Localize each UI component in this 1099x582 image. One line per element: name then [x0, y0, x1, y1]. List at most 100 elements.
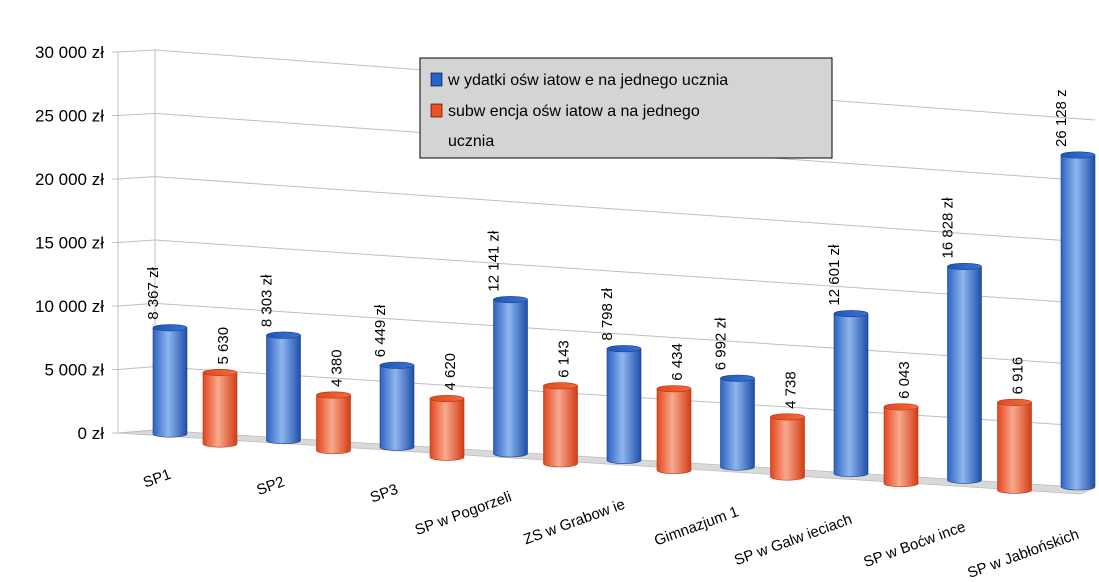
bar-top — [202, 368, 238, 376]
bar-body — [152, 327, 188, 438]
bar-body — [543, 385, 578, 468]
bar-top — [606, 345, 642, 353]
data-label: 4 620 — [442, 353, 459, 391]
y-tick-label: 20 000 zł — [35, 170, 104, 189]
y-axis: 0 zł 5 000 zł 10 000 zł 15 000 zł 20 000 zł 2… — [35, 43, 118, 443]
bar-expenses-4 — [493, 296, 528, 458]
bar-subsidy-3 — [429, 395, 465, 461]
bar-subsidy-2 — [316, 391, 351, 455]
bar-top — [656, 385, 692, 393]
data-label: 8 303 zł — [259, 274, 276, 327]
bar-top — [947, 262, 982, 270]
bar-subsidy-5 — [656, 385, 692, 474]
bar-body — [429, 398, 465, 461]
bar-body — [833, 313, 869, 478]
x-tick-label: SP w Jabłońskich — [965, 526, 1081, 582]
data-label: 6 434 — [669, 343, 686, 381]
y-tick-label: 5 000 zł — [44, 361, 104, 380]
data-label: 12 601 zł — [826, 244, 843, 306]
bar-expenses-2 — [266, 331, 301, 445]
data-label: 16 828 zł — [940, 197, 957, 259]
bar-subsidy-4 — [543, 382, 578, 468]
bar-expenses-9 — [1060, 151, 1096, 491]
gridline-side — [117, 112, 156, 116]
legend-label-subsidy-line2: ucznia — [448, 133, 494, 150]
bar-expenses-1 — [152, 324, 188, 438]
bar-body — [947, 266, 982, 484]
bar-body — [1060, 154, 1096, 491]
gridline-side — [117, 429, 156, 434]
gridline-side — [117, 49, 156, 53]
bar-top — [266, 331, 301, 339]
x-tick-label: SP1 — [141, 466, 173, 492]
x-tick-label: SP3 — [368, 481, 400, 507]
gridline-side — [117, 366, 156, 370]
x-tick-label: SP w Boćw ince — [861, 518, 968, 571]
bar-body — [316, 394, 351, 455]
bar-top — [493, 296, 528, 304]
data-label: 4 380 — [329, 349, 346, 387]
bar-top — [883, 403, 919, 411]
data-label: 6 449 zł — [372, 304, 389, 357]
bar-top — [1060, 151, 1096, 159]
bar-expenses-6 — [720, 374, 755, 471]
data-label: 6 916 — [1010, 357, 1027, 395]
gridline — [154, 302, 1096, 366]
bar-body — [202, 372, 238, 448]
bar-subsidy-6 — [770, 413, 805, 481]
bar-body — [997, 402, 1032, 494]
x-tick-label: Gimnazjum 1 — [652, 503, 741, 549]
bar-subsidy-1 — [202, 368, 238, 448]
gridline-side — [117, 302, 156, 307]
bar-top — [720, 374, 755, 382]
x-tick-label: ZS w Grabow ie — [521, 496, 627, 548]
gridline — [154, 239, 1096, 305]
bar-top — [770, 413, 805, 421]
data-label: 6 992 zł — [713, 317, 730, 370]
bar-expenses-8 — [947, 262, 982, 484]
bar-subsidy-7 — [883, 403, 919, 488]
legend-label-expenses: w ydatki ośw iatow e na jednego ucznia — [447, 72, 728, 89]
gridline — [154, 176, 1096, 244]
legend-label-subsidy-line1: subw encja ośw iatow a na jednego — [448, 103, 700, 120]
data-label: 8 798 zł — [599, 287, 616, 340]
data-label: 6 143 — [556, 340, 573, 378]
bar-body — [266, 334, 301, 445]
legend-swatch-expenses — [430, 72, 443, 87]
bar-body — [493, 299, 528, 458]
bar-top — [543, 382, 578, 390]
bar-top — [429, 395, 465, 403]
bar-body — [656, 388, 692, 474]
bar-top — [316, 391, 351, 399]
x-tick-label: SP w Pogorzeli — [413, 488, 514, 539]
gridline-side — [117, 239, 156, 243]
data-label: 26 128 z — [1053, 89, 1070, 147]
data-label: 12 141 zł — [486, 230, 503, 292]
data-label: 6 043 — [896, 361, 913, 399]
bar-expenses-7 — [833, 310, 869, 478]
bar-body — [883, 406, 919, 488]
bar-expenses-5 — [606, 345, 642, 464]
y-tick-label: 15 000 zł — [35, 234, 104, 253]
data-label: 5 630 — [215, 327, 232, 365]
data-label: 8 367 zł — [145, 267, 162, 320]
bar-body — [379, 364, 415, 451]
bar-body — [606, 348, 642, 464]
bars: 8 367 zł 8 303 zł 6 449 zł 12 141 zł 8 798 z… — [145, 89, 1096, 494]
y-tick-label: 10 000 zł — [35, 297, 104, 316]
legend-box — [419, 57, 833, 159]
bar-body — [720, 377, 755, 471]
bar-top — [833, 310, 869, 318]
bar-body — [770, 416, 805, 481]
y-tick-label: 25 000 zł — [35, 107, 104, 126]
y-tick-label: 30 000 zł — [35, 43, 104, 62]
legend: w ydatki ośw iatow e na jednego ucznia s… — [419, 57, 833, 159]
bar-subsidy-8 — [997, 398, 1032, 494]
bar-top — [379, 361, 415, 369]
y-tick-label: 0 zł — [78, 424, 105, 443]
data-label: 4 738 — [783, 371, 800, 409]
x-tick-label: SP w Galw ieciach — [732, 511, 854, 569]
bar-expenses-3 — [379, 361, 415, 451]
bar-top — [997, 398, 1032, 406]
